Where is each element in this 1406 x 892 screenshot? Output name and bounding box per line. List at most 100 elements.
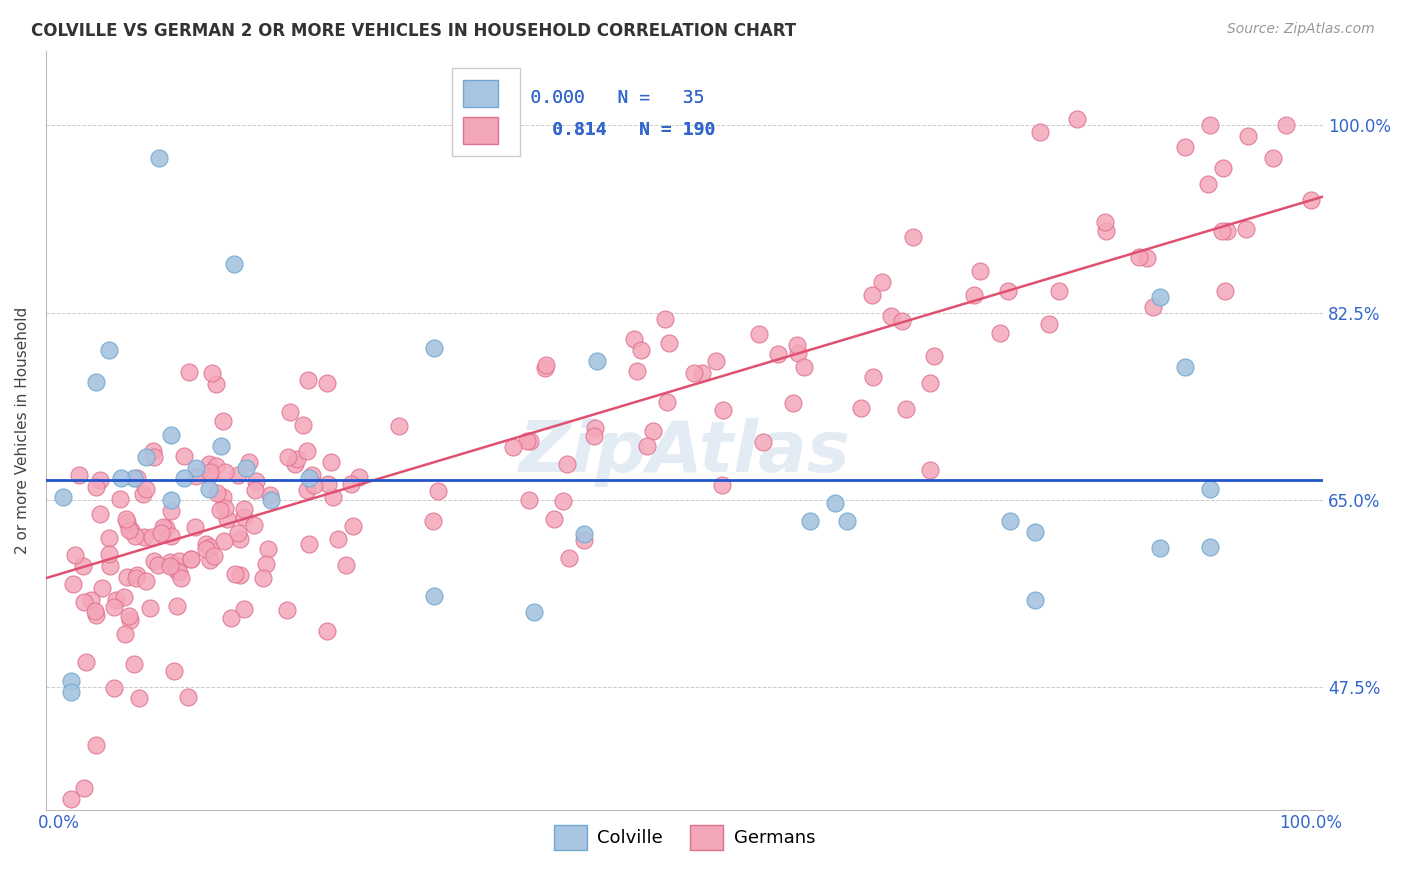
Point <box>502 441 524 455</box>
Point <box>142 444 165 458</box>
Point <box>103 600 125 615</box>
Point <box>849 401 872 415</box>
Point <box>335 558 357 573</box>
Point <box>1174 140 1197 154</box>
Point <box>115 512 138 526</box>
Point <box>163 664 186 678</box>
Y-axis label: 2 or more Vehicles in Household: 2 or more Vehicles in Household <box>15 307 30 554</box>
Point <box>114 626 136 640</box>
Point <box>243 517 266 532</box>
Point <box>84 605 107 619</box>
Point <box>786 338 808 352</box>
Point <box>1199 119 1222 133</box>
Point <box>91 582 114 596</box>
Point <box>572 533 595 547</box>
Point <box>322 490 344 504</box>
Point <box>534 361 557 376</box>
Point <box>328 533 350 547</box>
Point <box>799 514 821 528</box>
Point <box>84 608 107 623</box>
Point <box>1274 119 1296 133</box>
Point <box>89 507 111 521</box>
Point <box>297 373 319 387</box>
Point <box>1234 221 1257 235</box>
Point <box>180 551 202 566</box>
Point <box>1215 224 1237 238</box>
Point <box>149 526 172 541</box>
Point <box>166 559 188 574</box>
Point <box>112 591 135 605</box>
Text: COLVILLE VS GERMAN 2 OR MORE VEHICLES IN HOUSEHOLD CORRELATION CHART: COLVILLE VS GERMAN 2 OR MORE VEHICLES IN… <box>31 22 796 40</box>
Point <box>423 589 446 603</box>
Point <box>536 358 558 372</box>
Point <box>160 529 183 543</box>
Point <box>209 439 232 453</box>
Point <box>135 482 157 496</box>
Point <box>177 365 200 379</box>
Point <box>752 434 775 449</box>
Text: R = 0.000   N =   35: R = 0.000 N = 35 <box>486 88 704 107</box>
Point <box>89 473 111 487</box>
Point <box>122 471 145 485</box>
Point <box>204 377 226 392</box>
Point <box>176 690 198 704</box>
Text: R =   0.814   N = 190: R = 0.814 N = 190 <box>486 121 716 139</box>
Point <box>427 484 450 499</box>
Point <box>62 577 84 591</box>
Point <box>1142 300 1164 314</box>
Point <box>316 476 339 491</box>
Point <box>901 230 924 244</box>
Point <box>988 326 1011 340</box>
Point <box>1174 360 1197 375</box>
Point <box>198 458 221 472</box>
Point <box>787 346 810 360</box>
Point <box>124 529 146 543</box>
Point <box>284 457 307 471</box>
Point <box>630 343 652 358</box>
Point <box>134 530 156 544</box>
Point <box>166 564 188 578</box>
Point <box>228 532 250 546</box>
Point <box>516 434 538 449</box>
Point <box>260 492 283 507</box>
Point <box>202 549 225 564</box>
Point <box>1094 224 1116 238</box>
Point <box>872 275 894 289</box>
Point <box>285 451 308 466</box>
Point <box>254 557 277 571</box>
Point <box>658 336 681 351</box>
Point <box>60 792 83 806</box>
Point <box>52 490 75 504</box>
Point <box>997 284 1019 298</box>
Point <box>117 515 139 529</box>
Point <box>1128 250 1150 264</box>
Point <box>173 449 195 463</box>
Point <box>207 486 229 500</box>
Point <box>583 428 606 442</box>
Point <box>159 556 181 570</box>
Point <box>60 674 83 689</box>
Point <box>80 593 103 607</box>
Point <box>238 455 260 469</box>
Point <box>557 457 579 471</box>
Point <box>72 781 94 796</box>
Point <box>998 514 1021 528</box>
Point <box>224 567 246 582</box>
Point <box>118 613 141 627</box>
Point <box>108 492 131 507</box>
Point <box>152 519 174 533</box>
Point <box>200 465 222 479</box>
Point <box>117 523 139 537</box>
Point <box>1237 129 1260 144</box>
Point <box>73 595 96 609</box>
Point <box>226 525 249 540</box>
Point <box>148 151 170 165</box>
Point <box>1211 224 1233 238</box>
Point <box>105 592 128 607</box>
Point <box>198 540 221 554</box>
Point <box>301 467 323 482</box>
Point <box>298 471 321 485</box>
Point <box>517 493 540 508</box>
Point <box>243 483 266 497</box>
Point <box>86 480 108 494</box>
